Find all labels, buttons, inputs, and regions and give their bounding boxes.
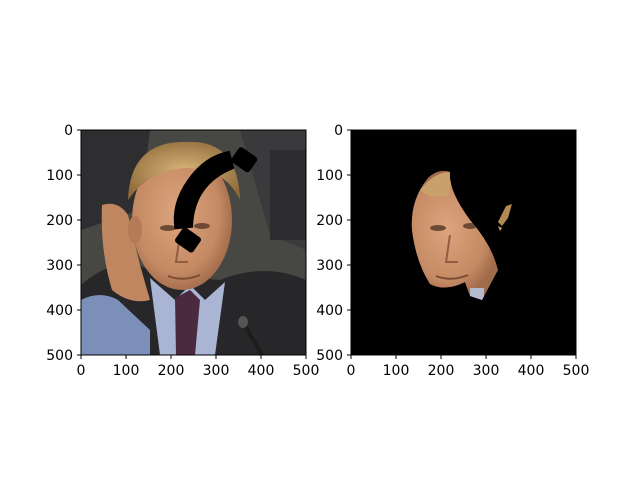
right-ytick-label: 400 — [316, 303, 343, 319]
right-xtick-label: 0 — [347, 363, 356, 379]
right-image — [351, 130, 576, 355]
right-xtick-label: 400 — [518, 363, 545, 379]
right-ytick-label: 200 — [316, 213, 343, 229]
telephone-icon — [173, 147, 258, 253]
right-xtick-label: 500 — [563, 363, 590, 379]
left-image — [81, 130, 306, 355]
right-xtick-label: 300 — [473, 363, 500, 379]
right-ytick-label: 500 — [316, 348, 343, 364]
left-axes-frame — [80, 129, 307, 356]
left-ytick-label: 400 — [46, 303, 73, 319]
left-ytick-label: 500 — [46, 348, 73, 364]
left-xtick-label: 500 — [293, 363, 320, 379]
left-xtick-label: 0 — [77, 363, 86, 379]
right-xtick-label: 100 — [383, 363, 410, 379]
right-axes-frame — [350, 129, 577, 356]
left-ytick-label: 100 — [46, 168, 73, 184]
left-ytick-label: 300 — [46, 258, 73, 274]
left-xtick-label: 300 — [203, 363, 230, 379]
right-ytick-label: 0 — [334, 123, 343, 139]
right-ytick-label: 300 — [316, 258, 343, 274]
right-ytick-label: 100 — [316, 168, 343, 184]
left-ytick-label: 0 — [64, 123, 73, 139]
left-xtick-label: 100 — [113, 363, 140, 379]
right-xtick-label: 200 — [428, 363, 455, 379]
left-xtick-label: 200 — [158, 363, 185, 379]
left-xtick-label: 400 — [248, 363, 275, 379]
left-ytick-label: 200 — [46, 213, 73, 229]
